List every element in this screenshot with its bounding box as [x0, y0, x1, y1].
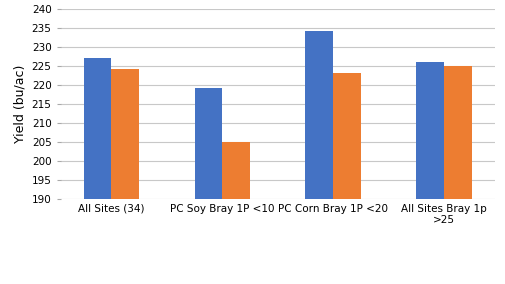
- Y-axis label: Yield (bu/ac): Yield (bu/ac): [13, 64, 26, 143]
- Bar: [333, 73, 361, 284]
- Bar: [306, 31, 333, 284]
- Bar: [222, 142, 250, 284]
- Bar: [84, 58, 112, 284]
- Bar: [416, 62, 444, 284]
- Bar: [194, 88, 222, 284]
- Bar: [112, 69, 139, 284]
- Bar: [444, 66, 472, 284]
